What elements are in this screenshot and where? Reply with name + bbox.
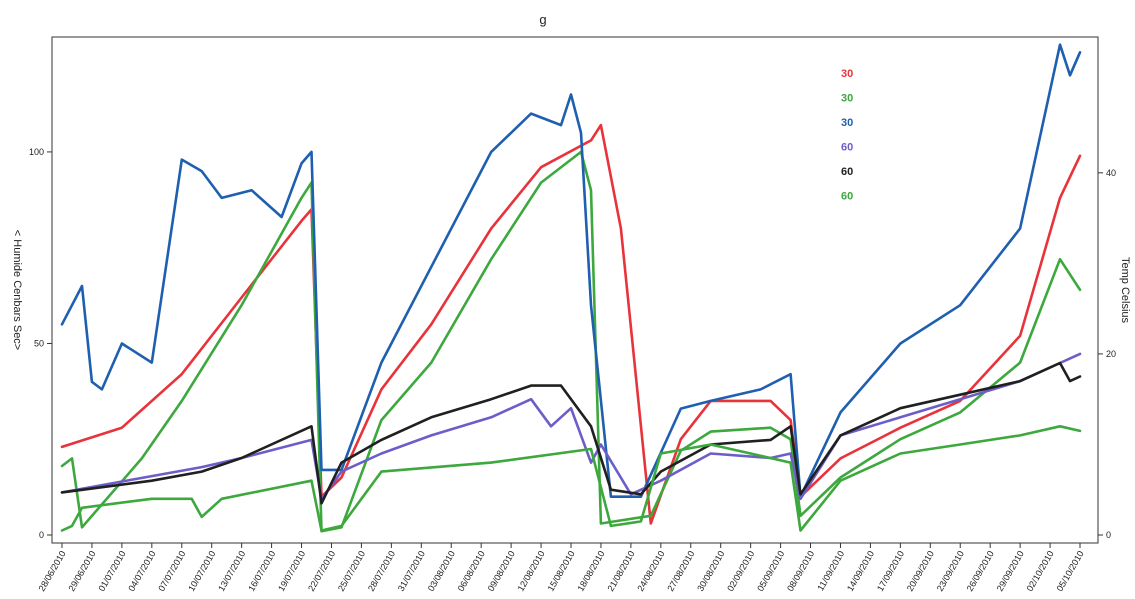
x-tick-label: 21/08/2010 xyxy=(605,549,636,593)
series-line-5 xyxy=(60,361,1082,505)
right-y-axis: 0 20 40 xyxy=(1098,168,1116,540)
x-tick-label: 07/07/2010 xyxy=(156,549,187,593)
x-tick-label: 14/09/2010 xyxy=(845,549,876,593)
x-tick-label: 28/07/2010 xyxy=(366,549,397,593)
series-line-1 xyxy=(60,123,1082,525)
x-tick-label: 12/08/2010 xyxy=(516,549,547,593)
x-tick-label: 19/07/2010 xyxy=(276,549,307,593)
plot-frame xyxy=(51,36,1099,544)
x-tick-label: 03/08/2010 xyxy=(426,549,457,593)
x-tick-label: 05/10/2010 xyxy=(1055,549,1086,593)
x-tick-label: 24/08/2010 xyxy=(635,549,666,593)
x-tick-label: 04/07/2010 xyxy=(126,549,157,593)
series-layer xyxy=(60,43,1082,533)
x-tick-label: 29/06/2010 xyxy=(66,549,97,593)
x-tick-label: 15/08/2010 xyxy=(546,549,577,593)
right-axis-title: Temp Celsius xyxy=(1119,257,1131,324)
x-tick-label: 02/09/2010 xyxy=(725,549,756,593)
x-tick-label: 29/09/2010 xyxy=(995,549,1026,593)
x-tick-label: 16/07/2010 xyxy=(246,549,277,593)
series-line-6 xyxy=(60,424,1082,532)
legend-entry-2: 30 xyxy=(841,93,853,105)
x-tick-label: 18/08/2010 xyxy=(575,549,606,593)
right-tick-label: 40 xyxy=(1106,168,1116,178)
x-tick-label: 10/07/2010 xyxy=(186,549,217,593)
left-y-axis: 0 50 100 xyxy=(29,147,52,540)
x-tick-label: 30/08/2010 xyxy=(695,549,726,593)
legend-entry-3: 30 xyxy=(841,117,853,129)
x-tick-label: 13/07/2010 xyxy=(216,549,247,593)
legend-entry-6: 60 xyxy=(841,191,853,203)
x-tick-label: 06/08/2010 xyxy=(456,549,487,593)
x-tick-label: 31/07/2010 xyxy=(396,549,427,593)
legend-entry-1: 30 xyxy=(841,68,853,80)
series-line-2 xyxy=(60,150,1082,533)
series-line-3 xyxy=(60,43,1082,499)
x-axis: 28/06/201029/06/201001/07/201004/07/2010… xyxy=(37,543,1086,593)
x-tick-label: 08/09/2010 xyxy=(785,549,816,593)
x-tick-label: 25/07/2010 xyxy=(336,549,367,593)
legend-entry-4: 60 xyxy=(841,142,853,154)
chart-title: g xyxy=(539,12,546,27)
legend: 30 30 30 60 60 60 xyxy=(841,68,853,203)
legend-entry-5: 60 xyxy=(841,166,853,178)
right-tick-label: 20 xyxy=(1106,349,1116,359)
left-tick-label: 100 xyxy=(29,147,44,157)
x-tick-label: 22/07/2010 xyxy=(306,549,337,593)
left-tick-label: 0 xyxy=(39,530,44,540)
x-tick-label: 01/07/2010 xyxy=(96,549,127,593)
x-tick-label: 20/09/2010 xyxy=(905,549,936,593)
left-tick-label: 50 xyxy=(34,338,44,348)
x-tick-label: 17/09/2010 xyxy=(875,549,906,593)
x-tick-label: 27/08/2010 xyxy=(665,549,696,593)
x-tick-label: 23/09/2010 xyxy=(935,549,966,593)
left-axis-title: < Humide Cenbars Sec> xyxy=(11,230,23,350)
x-tick-label: 26/09/2010 xyxy=(965,549,996,593)
x-tick-label: 28/06/2010 xyxy=(37,549,68,593)
right-tick-label: 0 xyxy=(1106,530,1111,540)
x-tick-label: 11/09/2010 xyxy=(815,549,846,592)
x-tick-label: 05/09/2010 xyxy=(755,549,786,593)
x-tick-label: 09/08/2010 xyxy=(486,549,517,593)
x-tick-label: 02/10/2010 xyxy=(1025,549,1056,593)
